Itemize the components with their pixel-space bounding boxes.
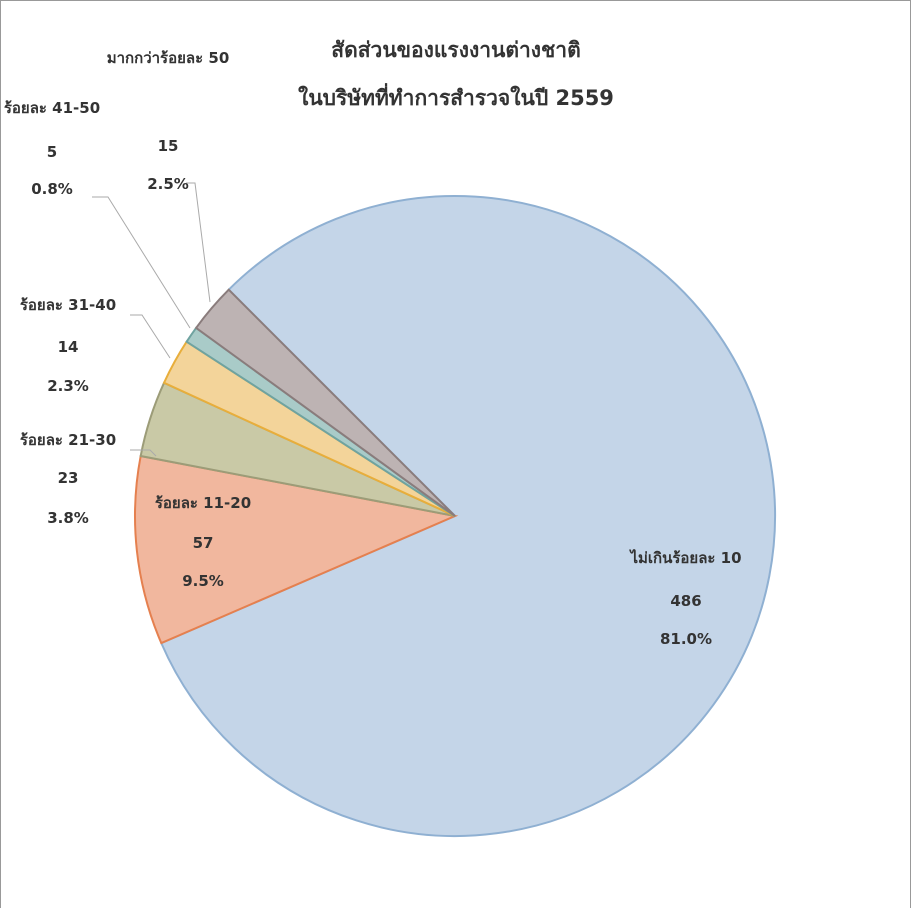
slice-category-label: ร้อยละ 31-40: [19, 296, 117, 314]
slice-value-label: 486: [670, 592, 702, 610]
pie-slice: [160, 195, 776, 837]
slice-percent-label: 81.0%: [659, 630, 713, 648]
leader-line: [92, 196, 191, 329]
slice-value-label: 15: [157, 137, 179, 155]
leader-line: [130, 314, 171, 359]
slice-value-label: 57: [192, 534, 214, 552]
pie-slice: [134, 454, 459, 645]
slice-value-label: 14: [57, 338, 79, 356]
pie-slice: [194, 288, 456, 517]
slice-percent-label: 2.5%: [147, 175, 189, 193]
leader-line: [130, 449, 157, 457]
slice-percent-label: 0.8%: [31, 180, 73, 198]
slice-value-label: 5: [46, 143, 58, 161]
slice-category-label: มากกว่าร้อยละ 50: [106, 49, 230, 67]
chart-title: ในบริษัทที่ทำการสำรวจในปี 2559: [298, 86, 614, 110]
chart-title: สัดส่วนของแรงงานต่างชาติ: [331, 38, 581, 62]
slice-percent-label: 9.5%: [182, 572, 224, 590]
leader-line: [186, 182, 211, 303]
slice-category-label: ไม่เกินร้อยละ 10: [630, 549, 742, 567]
slice-category-label: ร้อยละ 41-50: [3, 99, 101, 117]
slice-category-label: ร้อยละ 21-30: [19, 431, 117, 449]
slice-value-label: 23: [57, 469, 79, 487]
slice-percent-label: 2.3%: [47, 377, 89, 395]
slice-percent-label: 3.8%: [47, 509, 89, 527]
slice-category-label: ร้อยละ 11-20: [154, 494, 252, 512]
